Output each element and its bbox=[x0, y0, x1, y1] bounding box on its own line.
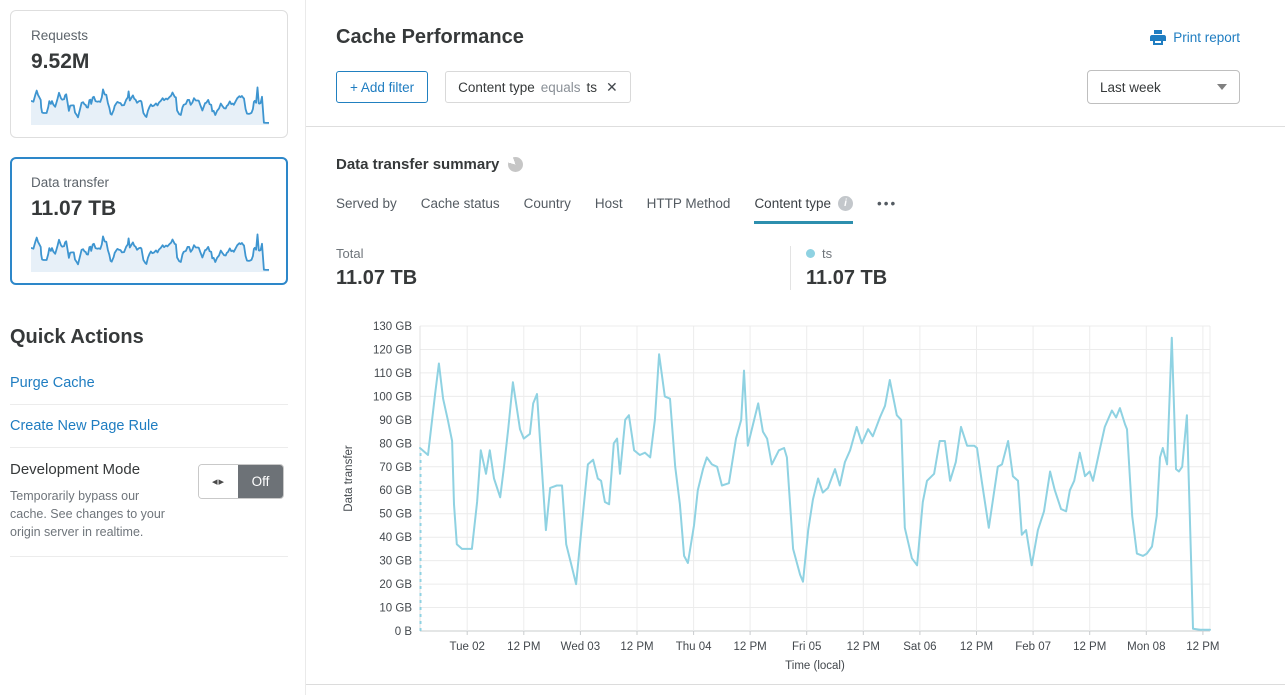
svg-text:30 GB: 30 GB bbox=[379, 556, 412, 568]
data-transfer-metric-card[interactable]: Data transfer 11.07 TB bbox=[10, 157, 288, 285]
filter-field: Content type bbox=[458, 79, 535, 95]
svg-text:12 PM: 12 PM bbox=[1073, 641, 1106, 653]
metric-label: Requests bbox=[31, 28, 89, 43]
filter-operator: equals bbox=[540, 79, 581, 95]
tab-served-by[interactable]: Served by bbox=[336, 196, 397, 221]
series-legend-label: ts bbox=[822, 246, 833, 261]
svg-text:0 B: 0 B bbox=[395, 626, 413, 638]
svg-text:90 GB: 90 GB bbox=[379, 415, 412, 427]
svg-text:50 GB: 50 GB bbox=[379, 509, 412, 521]
divider bbox=[790, 246, 791, 290]
purge-cache-link[interactable]: Purge Cache bbox=[10, 375, 95, 391]
tab-label: Served by bbox=[336, 196, 397, 211]
page-title: Cache Performance bbox=[336, 26, 524, 48]
svg-text:12 PM: 12 PM bbox=[733, 641, 766, 653]
svg-text:70 GB: 70 GB bbox=[379, 462, 412, 474]
requests-sparkline bbox=[31, 86, 269, 125]
time-range-value: Last week bbox=[1100, 79, 1161, 95]
svg-text:130 GB: 130 GB bbox=[373, 321, 412, 333]
svg-text:60 GB: 60 GB bbox=[379, 485, 412, 497]
tab-label: Country bbox=[523, 196, 571, 211]
printer-icon bbox=[1150, 30, 1167, 45]
toggle-state-label: Off bbox=[238, 465, 283, 498]
svg-text:40 GB: 40 GB bbox=[379, 532, 412, 544]
svg-text:80 GB: 80 GB bbox=[379, 438, 412, 450]
chevron-down-icon bbox=[1217, 84, 1227, 90]
filter-chip[interactable]: Content type equals ts ✕ bbox=[445, 71, 631, 103]
svg-text:Time (local): Time (local) bbox=[785, 660, 845, 672]
quick-actions-title: Quick Actions bbox=[10, 326, 144, 348]
svg-text:110 GB: 110 GB bbox=[374, 368, 412, 380]
svg-text:Tue 02: Tue 02 bbox=[450, 641, 485, 653]
development-mode-section: Development Mode Temporarily bypass our … bbox=[10, 448, 288, 556]
toggle-arrows-icon: ◂▸ bbox=[199, 465, 238, 498]
svg-text:Wed 03: Wed 03 bbox=[561, 641, 600, 653]
pie-chart-icon bbox=[508, 157, 524, 172]
data-transfer-sparkline bbox=[31, 233, 269, 272]
print-report-label: Print report bbox=[1173, 30, 1240, 45]
tab-label: Content type bbox=[754, 196, 831, 211]
divider bbox=[306, 126, 1285, 127]
development-mode-title: Development Mode bbox=[10, 461, 141, 478]
summary-title: Data transfer summary bbox=[336, 156, 500, 173]
create-page-rule-link[interactable]: Create New Page Rule bbox=[10, 418, 159, 434]
metric-value: 9.52M bbox=[31, 50, 90, 73]
svg-text:Data transfer: Data transfer bbox=[343, 445, 355, 512]
svg-text:120 GB: 120 GB bbox=[373, 345, 412, 357]
time-range-select[interactable]: Last week bbox=[1087, 70, 1240, 104]
main-content: Cache Performance Print report + Add fil… bbox=[306, 0, 1285, 695]
tab-host[interactable]: Host bbox=[595, 196, 623, 221]
svg-text:Sat 06: Sat 06 bbox=[903, 641, 936, 653]
development-mode-toggle[interactable]: ◂▸ Off bbox=[198, 464, 284, 499]
sidebar: Requests 9.52M Data transfer 11.07 TB Qu… bbox=[0, 0, 306, 695]
metric-label: Data transfer bbox=[31, 175, 110, 190]
series-legend-value: 11.07 TB bbox=[806, 267, 888, 289]
tab-content-type[interactable]: Content type i bbox=[754, 196, 853, 224]
remove-filter-icon[interactable]: ✕ bbox=[606, 78, 618, 95]
svg-text:Thu 04: Thu 04 bbox=[676, 641, 712, 653]
info-icon[interactable]: i bbox=[838, 196, 853, 211]
metric-value: 11.07 TB bbox=[31, 197, 117, 220]
total-label: Total bbox=[336, 246, 364, 261]
print-report-link[interactable]: Print report bbox=[1150, 30, 1240, 45]
series-legend-dot-icon bbox=[806, 249, 815, 258]
dimension-tabs: Served by Cache status Country Host HTTP Met… bbox=[336, 196, 1255, 224]
svg-text:12 PM: 12 PM bbox=[1186, 641, 1219, 653]
more-tabs-button[interactable]: ••• bbox=[877, 196, 898, 211]
tab-country[interactable]: Country bbox=[524, 196, 571, 221]
tab-cache-status[interactable]: Cache status bbox=[421, 196, 500, 221]
divider bbox=[10, 556, 288, 558]
divider bbox=[10, 404, 288, 405]
total-value: 11.07 TB bbox=[336, 267, 418, 289]
tab-label: Cache status bbox=[420, 196, 500, 211]
data-transfer-chart[interactable]: 0 B 10 GB 20 GB 30 GB 40 GB 50 GB 60 GB 70 GB 80… bbox=[336, 316, 1241, 684]
tab-label: HTTP Method bbox=[646, 196, 731, 211]
svg-text:12 PM: 12 PM bbox=[960, 641, 993, 653]
tab-label: Host bbox=[594, 196, 623, 211]
filter-value: ts bbox=[586, 79, 598, 95]
divider bbox=[306, 684, 1285, 685]
svg-text:Feb 07: Feb 07 bbox=[1015, 641, 1051, 653]
svg-text:10 GB: 10 GB bbox=[379, 603, 412, 615]
requests-metric-card[interactable]: Requests 9.52M bbox=[10, 10, 288, 138]
svg-text:20 GB: 20 GB bbox=[379, 579, 412, 591]
development-mode-description: Temporarily bypass our cache. See change… bbox=[10, 489, 165, 540]
svg-text:Mon 08: Mon 08 bbox=[1127, 641, 1165, 653]
svg-text:12 PM: 12 PM bbox=[847, 641, 880, 653]
svg-text:12 PM: 12 PM bbox=[507, 641, 540, 653]
divider bbox=[10, 447, 288, 448]
tab-http-method[interactable]: HTTP Method bbox=[647, 196, 731, 221]
svg-text:100 GB: 100 GB bbox=[373, 391, 412, 403]
svg-text:Fri 05: Fri 05 bbox=[792, 641, 821, 653]
svg-text:12 PM: 12 PM bbox=[620, 641, 653, 653]
add-filter-button[interactable]: + Add filter bbox=[336, 71, 429, 103]
